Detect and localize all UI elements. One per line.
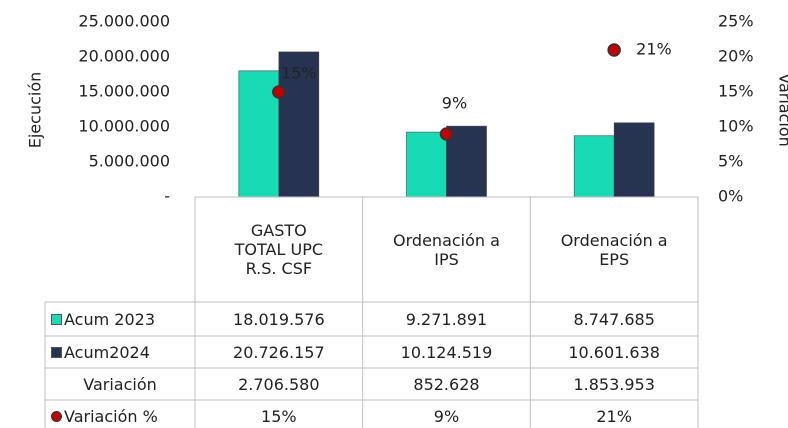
category-label-text: GASTO TOTAL UPC R.S. CSF — [234, 221, 324, 278]
y-tick-label: 25.000.000 — [78, 12, 170, 31]
table-value-text: 15% — [261, 406, 297, 426]
data-label: 9% — [442, 94, 467, 113]
table-value-text: 20.726.157 — [233, 342, 325, 362]
legend-swatch — [51, 410, 62, 422]
bar — [573, 135, 615, 198]
table-value-text: 10.601.638 — [568, 342, 660, 362]
table-value-text: 2.706.580 — [238, 374, 320, 394]
category-label: Ordenación a IPS — [363, 197, 531, 302]
table-value: 10.601.638 — [530, 336, 698, 368]
data-label: 15% — [281, 64, 317, 83]
category-label: GASTO TOTAL UPC R.S. CSF — [195, 197, 363, 302]
marker — [607, 43, 621, 57]
table-value: 852.628 — [363, 368, 531, 400]
marker — [272, 85, 286, 99]
y2-axis-title: Variación — [776, 73, 788, 147]
table-value: 15% — [195, 400, 363, 428]
table-value: 9.271.891 — [363, 302, 531, 336]
table-value: 20.726.157 — [195, 336, 363, 368]
category-label: Ordenación a EPS — [530, 197, 698, 302]
y-tick-label: 15.000.000 — [78, 82, 170, 101]
table-value: 1.853.953 — [530, 368, 698, 400]
table-value-text: 10.124.519 — [400, 342, 493, 362]
legend-entry: Variación % — [45, 400, 195, 428]
table-value: 21% — [530, 400, 698, 428]
legend-text: Acum2024 — [64, 342, 150, 362]
legend-entry: Variación — [45, 368, 195, 400]
bar — [446, 125, 487, 198]
legend-text: Variación — [83, 374, 157, 394]
legend-text: Variación % — [64, 406, 158, 426]
category-label-text: Ordenación a EPS — [560, 230, 668, 269]
y2-tick-label: 0% — [718, 187, 743, 206]
bar — [278, 51, 320, 198]
legend-swatch — [51, 313, 62, 325]
bar — [613, 122, 655, 198]
table-value-text: 18.019.576 — [233, 309, 325, 329]
legend-entry: Acum2024 — [45, 336, 195, 368]
table-value-text: 9.271.891 — [405, 309, 488, 329]
table-value: 9% — [363, 400, 531, 428]
y2-tick-label: 5% — [718, 152, 743, 171]
legend-text: Acum 2023 — [64, 309, 155, 329]
y-axis-title: Ejecución — [26, 72, 45, 149]
table-value-text: 852.628 — [413, 374, 480, 394]
y-tick-label: 20.000.000 — [78, 47, 170, 66]
y-tick-label: 10.000.000 — [78, 117, 170, 136]
y-tick-label: - — [164, 187, 170, 206]
y2-tick-label: 10% — [718, 117, 754, 136]
category-label-text: Ordenación a IPS — [393, 230, 500, 269]
table-value: 18.019.576 — [195, 302, 363, 336]
legend-swatch — [51, 346, 62, 358]
marker — [439, 127, 454, 141]
y2-tick-label: 20% — [718, 47, 754, 66]
legend-entry: Acum 2023 — [45, 302, 195, 336]
table-value: 10.124.519 — [363, 336, 531, 368]
y2-tick-label: 15% — [718, 82, 754, 101]
table-value: 2.706.580 — [195, 368, 363, 400]
bar — [406, 131, 447, 198]
table-value-text: 1.853.953 — [573, 374, 655, 394]
y2-tick-label: 25% — [718, 12, 754, 31]
table-value: 8.747.685 — [530, 302, 698, 336]
table-value-text: 21% — [596, 406, 632, 426]
data-label: 21% — [636, 40, 672, 59]
table-value-text: 8.747.685 — [573, 309, 655, 329]
y-tick-label: 5.000.000 — [89, 152, 170, 171]
table-value-text: 9% — [433, 406, 460, 426]
